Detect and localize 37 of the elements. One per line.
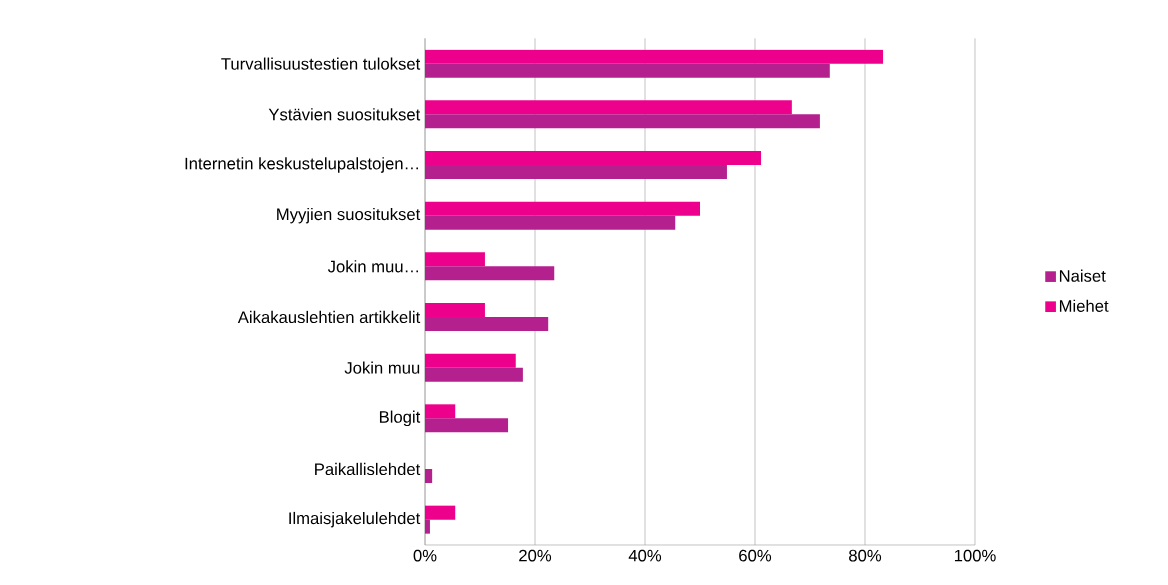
bar [425,418,509,433]
bar [425,164,727,179]
bar [425,468,433,483]
bar [425,201,700,216]
x-tick-label: 80% [849,549,882,562]
bar [425,100,792,115]
x-tick-label: 20% [519,549,552,562]
bar [425,266,555,281]
bar [425,150,762,165]
y-tick-label: Ilmaisjakelulehdet [289,511,421,528]
bar [425,316,549,331]
x-tick-label: 0% [413,549,437,562]
y-tick-label: Turvallisuustestien tulokset [221,57,421,70]
bar [425,367,523,382]
bar [425,404,456,419]
bar [425,505,456,520]
y-tick-label: Aikakauslehtien artikkelit [237,310,421,324]
y-tick-label: Jokin muu… [327,260,419,273]
y-tick-label: Myyjien suositukset [277,207,421,224]
bar [425,353,516,368]
bar [425,519,430,534]
y-tick-label: Internetin keskustelupalstojen… [185,157,418,173]
y-tick-label: Ystävien suositukset [268,108,421,121]
y-tick-label: Jokin muu [344,361,420,374]
x-tick-label: 60% [739,549,772,562]
y-tick-label: Blogit [379,410,421,427]
x-tick-label: 40% [628,549,662,562]
legend-label: Naiset [1059,269,1106,282]
bar [425,252,485,267]
bar [425,114,820,129]
bar [425,302,485,317]
bar [425,49,884,64]
legend-label: Miehet [1059,299,1109,312]
bar [425,63,830,78]
y-tick-label: Paikallislehdet [315,462,421,476]
bar [425,215,676,230]
x-tick-label: 100% [954,549,996,562]
